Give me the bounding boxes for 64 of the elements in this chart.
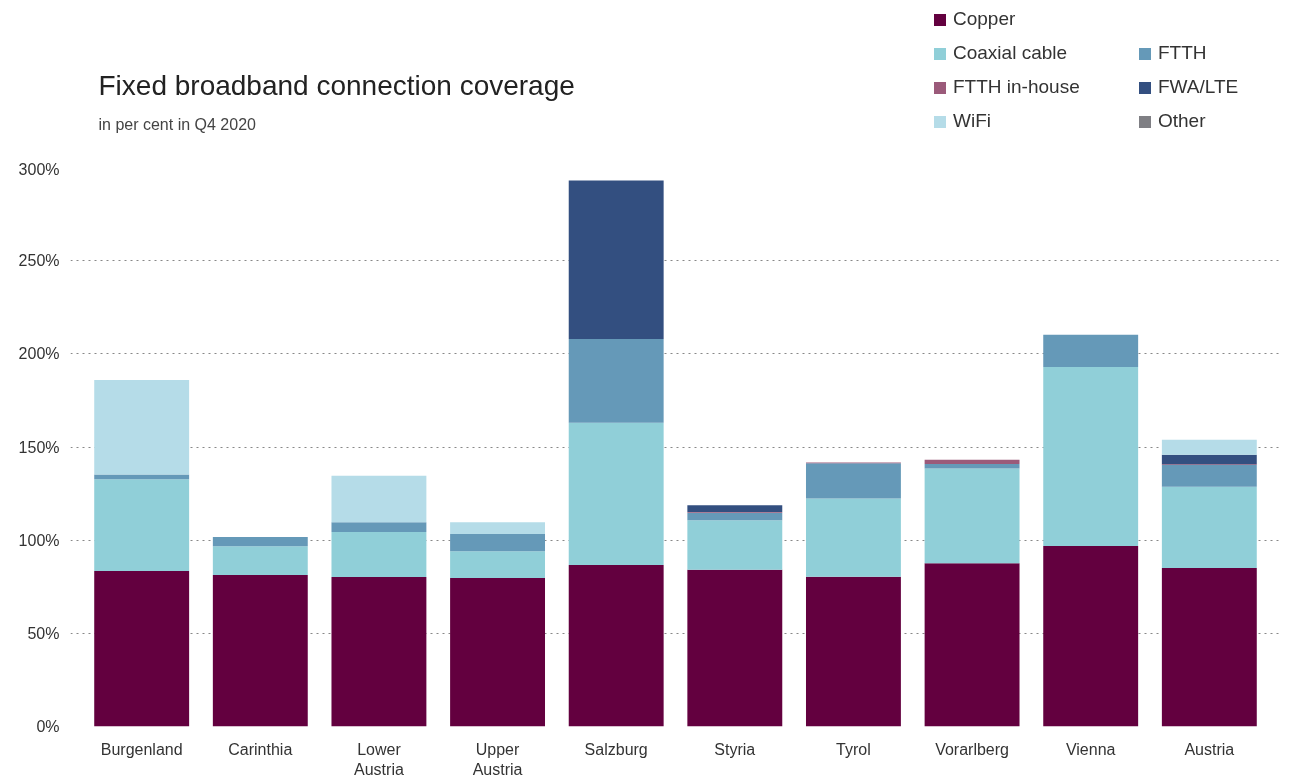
bar: [1161, 465, 1257, 487]
bar: [212, 546, 308, 576]
bar: [687, 569, 783, 727]
bar: [450, 577, 546, 727]
bar: [1161, 454, 1257, 465]
y-tick-label: 0%: [36, 718, 60, 735]
x-tick-label: Upper Austria: [472, 740, 523, 778]
bar: [568, 564, 664, 727]
bar: [924, 463, 1020, 469]
bar: [1161, 567, 1257, 727]
bar: [924, 459, 1020, 464]
bar: [94, 379, 190, 475]
bar: [568, 422, 664, 565]
bar: [212, 537, 308, 547]
x-tick-label: Austria: [1184, 740, 1235, 758]
bar: [687, 512, 783, 521]
bar: [687, 505, 783, 513]
bar: [1043, 334, 1139, 368]
legend-label: WiFi: [953, 110, 991, 132]
bar: [568, 338, 664, 423]
bar: [331, 531, 427, 578]
bar: [331, 522, 427, 532]
y-tick-label: 250%: [18, 252, 60, 270]
x-tick-label: Vorarlberg: [935, 740, 1009, 758]
chart-subtitle: in per cent in Q4 2020: [98, 115, 257, 133]
bar: [212, 575, 308, 727]
bar: [1161, 486, 1257, 568]
legend-label: FTTH in-house: [953, 76, 1080, 98]
bar: [450, 522, 546, 535]
legend-label: FTTH: [1158, 42, 1207, 64]
bar: [94, 479, 190, 572]
x-tick-label: Salzburg: [584, 740, 648, 758]
chart-title: Fixed broadband connection coverage: [98, 69, 575, 101]
y-tick-label: 100%: [18, 531, 60, 549]
legend-label: Other: [1158, 110, 1206, 132]
bar: [805, 463, 901, 499]
x-tick-label: Styria: [714, 740, 756, 758]
bar: [450, 551, 546, 578]
bar: [1043, 545, 1139, 727]
bar: [924, 468, 1020, 564]
legend-label: FWA/LTE: [1158, 76, 1239, 98]
bar: [924, 563, 1020, 727]
bar: [1161, 439, 1257, 455]
legend-label: Copper: [953, 8, 1016, 30]
bar: [331, 577, 427, 727]
y-tick-label: 300%: [18, 160, 60, 178]
bar: [450, 534, 546, 552]
x-tick-label: Carinthia: [228, 740, 293, 758]
bar: [331, 475, 427, 523]
y-tick-label: 50%: [27, 624, 60, 642]
bar: [805, 498, 901, 577]
y-tick-label: 200%: [18, 345, 60, 363]
bar: [687, 520, 783, 570]
x-tick-label: Vienna: [1065, 740, 1116, 758]
legend-label: Coaxial cable: [953, 42, 1068, 64]
x-tick-label: Burgenland: [100, 740, 183, 758]
x-tick-label: Lower Austria: [354, 740, 404, 778]
bar: [94, 571, 190, 727]
bar: [568, 180, 664, 339]
bar: [94, 474, 190, 480]
y-tick-label: 150%: [18, 438, 60, 456]
x-tick-label: Tyrol: [836, 740, 871, 758]
bar: [805, 576, 901, 727]
bar: [1043, 367, 1139, 546]
